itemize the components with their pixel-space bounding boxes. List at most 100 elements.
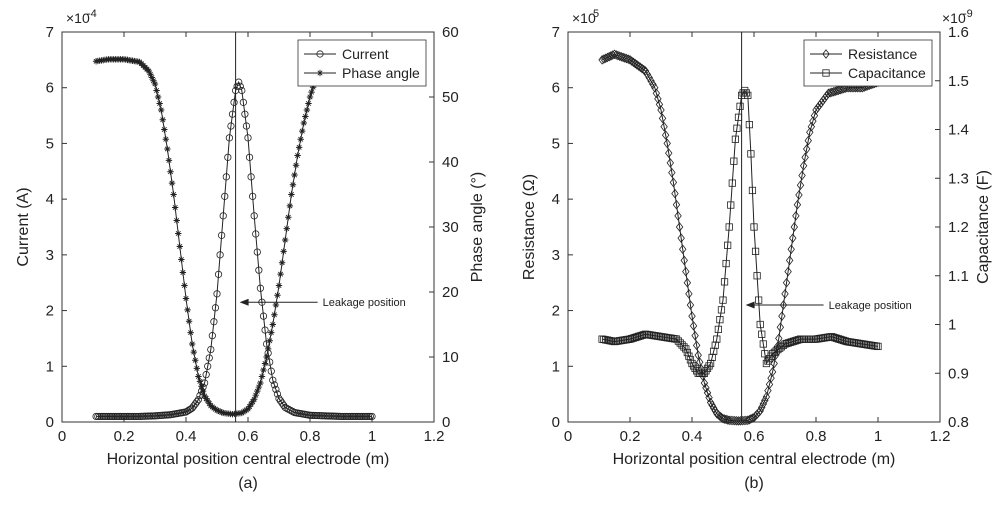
data-point (601, 53, 610, 64)
data-point (246, 403, 253, 410)
data-point (242, 122, 251, 130)
data-point (806, 127, 814, 138)
data-point (352, 412, 361, 421)
data-point (344, 412, 352, 421)
data-point (727, 201, 735, 209)
data-point (732, 415, 741, 426)
data-point (685, 352, 693, 360)
legend-marker (822, 49, 830, 59)
data-point (764, 385, 772, 396)
data-point (733, 124, 741, 132)
data-point (175, 230, 182, 237)
data-point (351, 412, 359, 421)
y-right-tick-label: 50 (442, 89, 459, 106)
data-point (268, 329, 275, 336)
y-left-tick-label: 0 (552, 414, 560, 431)
data-point (661, 130, 670, 140)
data-point (731, 135, 740, 143)
x-tick-label: 1 (874, 428, 882, 445)
data-point (730, 157, 738, 165)
data-point (270, 381, 278, 389)
data-point (205, 354, 213, 362)
data-point (705, 392, 713, 403)
data-point (283, 404, 291, 413)
x-axis-label: Horizontal position central electrode (m… (107, 451, 390, 468)
data-point (778, 311, 786, 321)
data-point (267, 367, 275, 375)
data-point (626, 55, 634, 65)
x-tick-label: 1.2 (930, 428, 951, 445)
data-point (173, 217, 180, 224)
y-left-tick-label: 7 (46, 24, 54, 41)
data-point (624, 54, 632, 65)
data-point (184, 306, 191, 314)
y-left-tick-label: 3 (46, 247, 54, 264)
x-tick-label: 0.2 (114, 428, 135, 445)
data-point (222, 173, 230, 181)
data-point (745, 121, 753, 129)
data-point (171, 204, 179, 211)
right-axis-multiplier: ×10 (942, 10, 966, 26)
data-point (167, 168, 174, 175)
data-point (702, 383, 710, 393)
data-point (213, 407, 221, 414)
data-point (660, 121, 668, 132)
data-point (196, 378, 204, 385)
data-point (213, 290, 221, 298)
data-point (705, 362, 713, 370)
data-point (720, 414, 729, 424)
data-point (99, 412, 107, 421)
annotation-arrow-head (239, 298, 249, 306)
data-point (251, 396, 258, 403)
data-point (295, 144, 303, 151)
legend-marker (822, 69, 830, 77)
data-point (257, 379, 264, 387)
data-point (256, 284, 264, 292)
legend-label: Phase angle (342, 65, 420, 81)
data-point (158, 106, 165, 114)
data-point (292, 162, 300, 169)
data-point (790, 222, 799, 232)
y-left-tick-label: 4 (552, 191, 560, 208)
y-left-tick-label: 1 (46, 358, 54, 375)
data-point (147, 71, 154, 78)
data-point (640, 64, 648, 75)
data-point (118, 412, 126, 421)
x-tick-label: 0 (58, 428, 66, 445)
data-point (699, 371, 707, 381)
y-right-tick-label: 30 (442, 219, 459, 236)
data-point (671, 188, 679, 199)
data-point (221, 192, 229, 200)
data-point (342, 412, 350, 421)
y-left-axis-label: Current (A) (15, 187, 32, 266)
data-point (215, 407, 222, 415)
y-right-tick-label: 0.9 (948, 365, 969, 382)
data-point (756, 406, 764, 416)
data-point (682, 345, 690, 353)
data-point (722, 414, 730, 425)
data-point (631, 58, 639, 69)
data-point (785, 255, 794, 266)
data-point (677, 233, 685, 243)
data-point (736, 102, 744, 110)
data-point (214, 270, 223, 278)
data-point (782, 277, 791, 288)
data-point (266, 337, 273, 344)
data-point (127, 412, 135, 421)
x-axis-label: Horizontal position central electrode (m… (613, 451, 896, 468)
data-point (636, 62, 645, 73)
data-point (762, 392, 771, 402)
legend-entry: Resistance (810, 46, 917, 62)
data-point (202, 395, 210, 402)
data-point (758, 330, 766, 338)
data-point (678, 244, 687, 255)
data-point (629, 57, 638, 68)
data-point (337, 412, 345, 421)
data-point (300, 119, 307, 127)
data-point (819, 95, 827, 106)
data-point (713, 335, 721, 343)
data-point (247, 400, 255, 408)
data-point (187, 329, 194, 336)
data-point (666, 158, 675, 168)
data-point (628, 56, 636, 66)
